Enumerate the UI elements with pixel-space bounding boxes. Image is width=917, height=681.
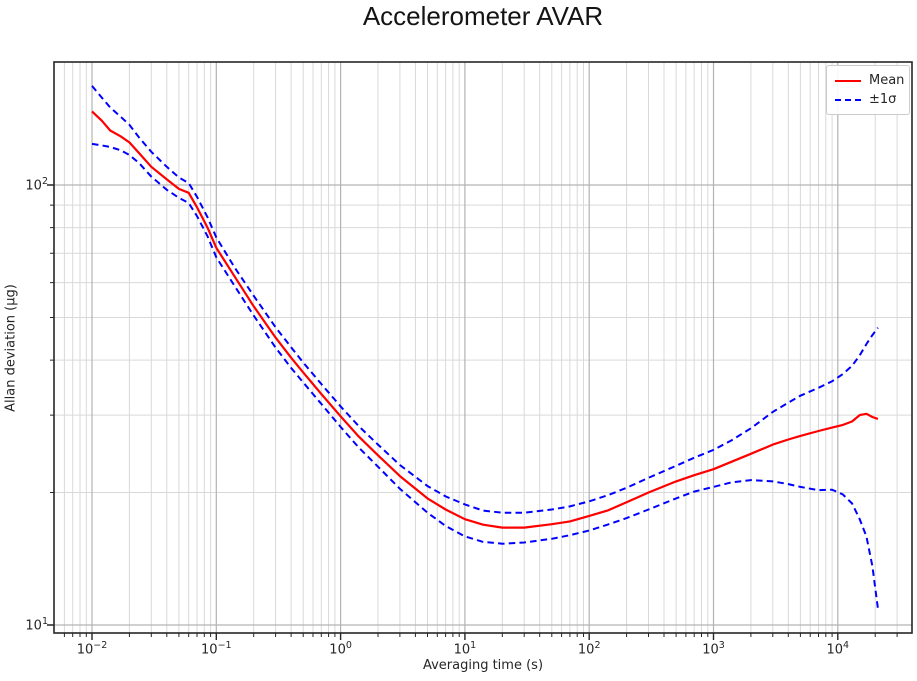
y-tick-label: 101 (25, 616, 48, 634)
mean-line (91, 110, 879, 529)
mean-line-swatch (835, 79, 861, 82)
legend: Mean ±1σ (826, 65, 910, 115)
plot-border (53, 61, 913, 634)
minor-ticks (50, 204, 898, 637)
x-tick-label: 10−1 (201, 640, 232, 658)
chart-title: Accelerometer AVAR (362, 1, 604, 31)
x-tick-label: 100 (329, 640, 352, 658)
x-axis-label: Averaging time (s) (422, 658, 544, 673)
legend-item-sigma: ±1σ (835, 90, 901, 109)
y-axis-label: Allan deviation (μg) (3, 284, 19, 412)
y-tick-label: 102 (25, 176, 48, 194)
grid-minor (54, 62, 912, 633)
x-tick-label: 10−2 (76, 640, 108, 658)
legend-label-sigma: ±1σ (869, 92, 897, 107)
x-tick-label: 104 (826, 640, 850, 658)
upper-sigma-line (91, 85, 879, 514)
legend-label-mean: Mean (869, 73, 905, 88)
major-ticks (47, 184, 839, 640)
grid-major (54, 62, 912, 633)
x-tick-label: 102 (577, 640, 601, 658)
lower-sigma-line (91, 142, 879, 609)
sigma-line-swatch (835, 98, 861, 101)
x-tick-label: 101 (453, 640, 477, 658)
x-tick-label: 103 (702, 640, 725, 658)
legend-item-mean: Mean (835, 71, 905, 90)
